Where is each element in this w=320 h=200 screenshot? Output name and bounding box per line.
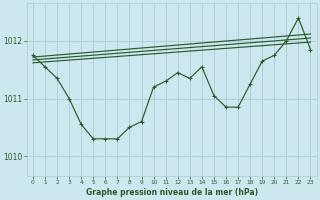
X-axis label: Graphe pression niveau de la mer (hPa): Graphe pression niveau de la mer (hPa)	[86, 188, 258, 197]
